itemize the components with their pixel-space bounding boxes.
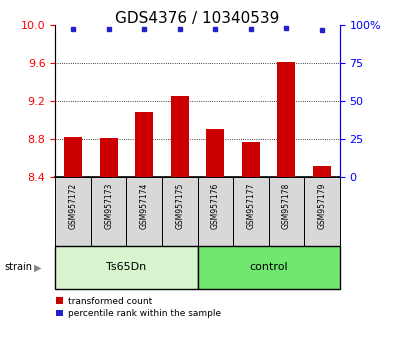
Text: ▶: ▶: [34, 262, 41, 272]
Text: GSM957174: GSM957174: [140, 183, 149, 229]
Text: Ts65Dn: Ts65Dn: [106, 262, 147, 272]
Bar: [233, 177, 269, 246]
Text: GSM957178: GSM957178: [282, 183, 291, 229]
Bar: [135, 112, 153, 177]
Bar: [198, 246, 340, 289]
Bar: [126, 177, 162, 246]
Bar: [269, 177, 304, 246]
Text: GSM957177: GSM957177: [246, 183, 255, 229]
Bar: [64, 137, 82, 177]
Text: strain: strain: [4, 262, 32, 272]
Text: GSM957172: GSM957172: [69, 183, 77, 229]
Text: GDS4376 / 10340539: GDS4376 / 10340539: [115, 11, 280, 25]
Text: GSM957175: GSM957175: [175, 183, 184, 229]
Bar: [242, 142, 260, 177]
Bar: [277, 62, 295, 177]
Bar: [162, 177, 198, 246]
Text: control: control: [249, 262, 288, 272]
Bar: [171, 96, 189, 177]
Legend: transformed count, percentile rank within the sample: transformed count, percentile rank withi…: [56, 297, 221, 318]
Bar: [304, 177, 340, 246]
Text: GSM957173: GSM957173: [104, 183, 113, 229]
Bar: [100, 138, 118, 177]
Bar: [198, 177, 233, 246]
Bar: [206, 130, 224, 177]
Text: GSM957176: GSM957176: [211, 183, 220, 229]
Bar: [313, 166, 331, 177]
Text: GSM957179: GSM957179: [318, 183, 326, 229]
Bar: [55, 177, 91, 246]
Bar: [55, 246, 198, 289]
Bar: [91, 177, 126, 246]
